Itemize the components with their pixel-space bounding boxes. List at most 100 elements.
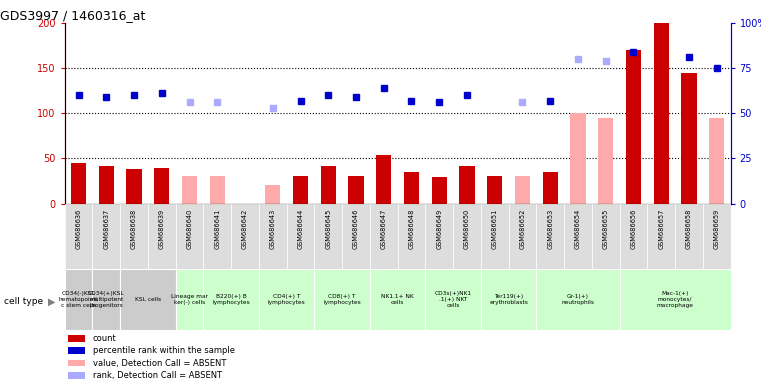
Bar — [92, 269, 120, 330]
Bar — [370, 269, 425, 330]
Text: GSM686658: GSM686658 — [686, 209, 692, 249]
Bar — [709, 118, 724, 204]
Bar — [349, 175, 364, 204]
Text: GSM686657: GSM686657 — [658, 209, 664, 249]
Text: GSM686656: GSM686656 — [630, 209, 636, 249]
Text: value, Detection Call = ABSENT: value, Detection Call = ABSENT — [93, 359, 226, 367]
Text: CD3s(+)NK1
.1(+) NKT
cells: CD3s(+)NK1 .1(+) NKT cells — [435, 291, 472, 308]
Bar — [481, 204, 508, 269]
Bar — [342, 204, 370, 269]
Bar — [99, 166, 114, 204]
Text: percentile rank within the sample: percentile rank within the sample — [93, 346, 234, 355]
Text: GDS3997 / 1460316_at: GDS3997 / 1460316_at — [0, 9, 145, 22]
Bar — [154, 168, 170, 204]
Text: GSM686652: GSM686652 — [520, 209, 526, 249]
Bar — [543, 172, 558, 204]
Bar — [431, 177, 447, 204]
Bar — [453, 204, 481, 269]
Bar — [508, 204, 537, 269]
Text: CD8(+) T
lymphocytes: CD8(+) T lymphocytes — [323, 294, 361, 305]
Text: GSM686653: GSM686653 — [547, 209, 553, 249]
Bar — [203, 269, 259, 330]
Bar — [259, 269, 314, 330]
Bar — [65, 204, 92, 269]
Bar — [537, 269, 619, 330]
Bar — [564, 204, 592, 269]
Bar — [176, 204, 203, 269]
Text: KSL cells: KSL cells — [135, 297, 161, 302]
Text: GSM686640: GSM686640 — [186, 209, 193, 249]
Bar — [648, 204, 675, 269]
Bar — [703, 204, 731, 269]
Text: GSM686647: GSM686647 — [380, 209, 387, 249]
Bar — [203, 204, 231, 269]
Text: CD34(+)KSL
multipotent
progenitors: CD34(+)KSL multipotent progenitors — [88, 291, 125, 308]
Text: count: count — [93, 334, 116, 343]
Text: GSM686649: GSM686649 — [436, 209, 442, 249]
Bar — [681, 73, 696, 204]
Text: CD34(-)KSL
hematopoieti
c stem cells: CD34(-)KSL hematopoieti c stem cells — [59, 291, 98, 308]
Bar — [287, 204, 314, 269]
Bar — [68, 335, 84, 341]
Bar — [570, 113, 586, 204]
Text: GSM686650: GSM686650 — [464, 209, 470, 249]
Text: ▶: ▶ — [48, 296, 56, 306]
Bar — [619, 204, 648, 269]
Bar — [68, 372, 84, 379]
Text: GSM686659: GSM686659 — [714, 209, 720, 249]
Bar — [71, 163, 86, 204]
Bar — [265, 185, 280, 204]
Bar — [148, 204, 176, 269]
Bar — [598, 118, 613, 204]
Bar — [675, 204, 703, 269]
Bar — [320, 166, 336, 204]
Bar — [209, 177, 225, 204]
Bar — [65, 269, 92, 330]
Bar — [460, 166, 475, 204]
Text: GSM686644: GSM686644 — [298, 209, 304, 249]
Text: GSM686645: GSM686645 — [325, 209, 331, 249]
Text: GSM686638: GSM686638 — [131, 209, 137, 249]
Bar — [126, 169, 142, 204]
Bar — [397, 204, 425, 269]
Text: GSM686648: GSM686648 — [409, 209, 415, 249]
Bar — [592, 204, 619, 269]
Text: GSM686642: GSM686642 — [242, 209, 248, 249]
Bar — [515, 177, 530, 204]
Bar — [654, 23, 669, 204]
Bar — [92, 204, 120, 269]
Bar — [293, 175, 308, 204]
Bar — [231, 204, 259, 269]
Bar — [314, 204, 342, 269]
Text: B220(+) B
lymphocytes: B220(+) B lymphocytes — [212, 294, 250, 305]
Bar — [376, 155, 391, 204]
Text: CD4(+) T
lymphocytes: CD4(+) T lymphocytes — [268, 294, 305, 305]
Bar — [68, 348, 84, 354]
Text: GSM686643: GSM686643 — [269, 209, 275, 249]
Bar — [487, 177, 502, 204]
Bar — [120, 269, 176, 330]
Bar — [481, 269, 537, 330]
Text: GSM686651: GSM686651 — [492, 209, 498, 249]
Bar — [425, 204, 453, 269]
Text: GSM686636: GSM686636 — [75, 209, 81, 249]
Text: GSM686655: GSM686655 — [603, 209, 609, 249]
Bar — [370, 204, 397, 269]
Bar — [619, 269, 731, 330]
Text: Lineage mar
ker(-) cells: Lineage mar ker(-) cells — [171, 294, 208, 305]
Text: cell type: cell type — [4, 297, 43, 306]
Text: GSM686639: GSM686639 — [159, 209, 165, 249]
Bar — [626, 50, 641, 204]
Text: Ter119(+)
erythroblasts: Ter119(+) erythroblasts — [489, 294, 528, 305]
Bar — [259, 204, 287, 269]
Bar — [314, 269, 370, 330]
Bar — [404, 172, 419, 204]
Bar — [425, 269, 481, 330]
Text: GSM686637: GSM686637 — [103, 209, 110, 249]
Bar — [182, 177, 197, 204]
Text: GSM686654: GSM686654 — [575, 209, 581, 249]
Bar — [68, 360, 84, 366]
Text: GSM686646: GSM686646 — [353, 209, 359, 249]
Text: Gr-1(+)
neutrophils: Gr-1(+) neutrophils — [562, 294, 594, 305]
Text: NK1.1+ NK
cells: NK1.1+ NK cells — [381, 294, 414, 305]
